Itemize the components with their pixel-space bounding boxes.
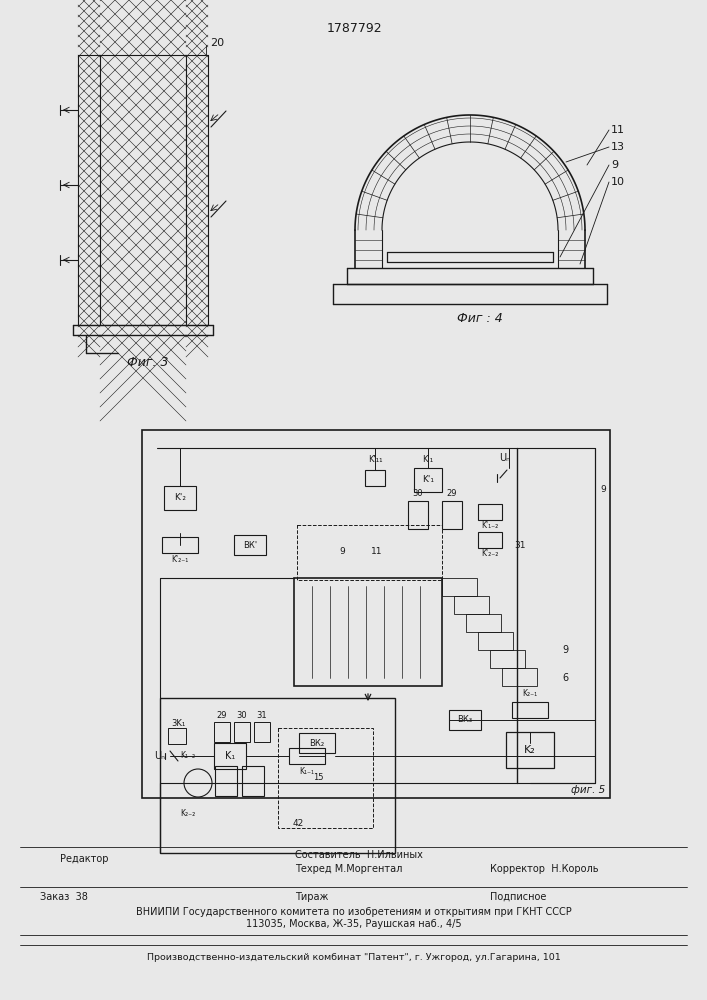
Text: ВК': ВК'	[243, 540, 257, 550]
Bar	[254, 722, 270, 742]
Text: ВК₃: ВК₃	[457, 716, 472, 724]
Text: 3K₁: 3K₁	[171, 718, 185, 728]
Text: 9: 9	[611, 160, 618, 170]
Text: Подписное: Подписное	[490, 892, 547, 902]
Text: K₂: K₂	[524, 745, 536, 755]
Bar	[164, 486, 196, 510]
Bar	[414, 468, 442, 492]
Bar	[168, 728, 186, 744]
Bar	[408, 501, 428, 529]
Text: K'₁₁: K'₁₁	[368, 456, 382, 464]
Bar	[365, 470, 385, 486]
Text: K'₁: K'₁	[422, 476, 434, 485]
Text: K₁₋₂: K₁₋₂	[180, 752, 196, 760]
Text: K'₂: K'₂	[174, 493, 186, 502]
Bar	[299, 733, 335, 753]
Text: 9: 9	[600, 486, 606, 494]
Text: 6: 6	[562, 673, 568, 683]
Text: 11: 11	[611, 125, 625, 135]
Bar	[454, 596, 489, 614]
Bar	[214, 722, 230, 742]
Text: фиг. 5: фиг. 5	[571, 785, 605, 795]
Text: K'₁: K'₁	[423, 456, 433, 464]
Bar	[449, 710, 481, 730]
Text: K₁₋₁: K₁₋₁	[300, 766, 315, 776]
Bar	[294, 578, 442, 686]
Text: Uₙ: Uₙ	[154, 751, 165, 761]
Bar	[506, 732, 554, 768]
Bar	[490, 650, 525, 668]
Text: K'₂₋₂: K'₂₋₂	[481, 550, 498, 558]
Bar	[234, 722, 250, 742]
Bar	[478, 532, 502, 548]
Bar	[234, 535, 266, 555]
Bar	[478, 632, 513, 650]
Text: Производственно-издательский комбинат "Патент", г. Ужгород, ул.Гагарина, 101: Производственно-издательский комбинат "П…	[147, 954, 561, 962]
Bar	[512, 702, 548, 718]
Bar	[466, 614, 501, 632]
Text: K₂₋₁: K₂₋₁	[522, 690, 537, 698]
Bar	[160, 698, 395, 853]
Bar	[215, 766, 237, 796]
Bar	[289, 748, 325, 764]
Text: 29: 29	[447, 488, 457, 497]
Text: ВНИИПИ Государственного комитета по изобретениям и открытиям при ГКНТ СССР: ВНИИПИ Государственного комитета по изоб…	[136, 907, 572, 917]
Text: 9: 9	[339, 548, 345, 556]
Text: 29: 29	[217, 712, 227, 720]
Text: 20: 20	[210, 38, 224, 48]
Text: 31: 31	[257, 712, 267, 720]
Bar	[142, 430, 610, 798]
Text: 1787792: 1787792	[326, 21, 382, 34]
Bar	[478, 504, 502, 520]
Text: 42: 42	[293, 818, 303, 828]
Bar	[242, 766, 264, 796]
Bar	[214, 743, 246, 769]
Bar	[278, 728, 373, 828]
Bar	[442, 578, 477, 596]
Text: 9: 9	[562, 645, 568, 655]
Text: 30: 30	[413, 488, 423, 497]
Text: ВК₂: ВК₂	[310, 738, 325, 748]
Text: Тираж: Тираж	[295, 892, 328, 902]
Bar	[162, 537, 198, 553]
Bar	[442, 501, 462, 529]
Text: 15: 15	[312, 774, 323, 782]
Bar	[297, 525, 442, 580]
Text: Фиг. 3: Фиг. 3	[127, 357, 169, 369]
Text: K₁: K₁	[225, 751, 235, 761]
Text: 10: 10	[611, 177, 625, 187]
Text: 11: 11	[371, 548, 382, 556]
Text: Составитель  Н.Ильиных: Составитель Н.Ильиных	[295, 850, 423, 860]
Text: 31: 31	[514, 540, 526, 550]
Text: Фиг : 4: Фиг : 4	[457, 312, 503, 326]
Text: Заказ  38: Заказ 38	[40, 892, 88, 902]
Text: K'₁₋₂: K'₁₋₂	[481, 522, 498, 530]
Text: Техред М.Моргентал: Техред М.Моргентал	[295, 864, 402, 874]
Text: K₂₋₂: K₂₋₂	[180, 808, 196, 818]
Text: 30: 30	[237, 712, 247, 720]
Text: Uₙ: Uₙ	[500, 453, 510, 463]
Bar	[502, 668, 537, 686]
Text: 13: 13	[611, 142, 625, 152]
Text: Редактор: Редактор	[60, 854, 108, 864]
Text: Корректор  Н.Король: Корректор Н.Король	[490, 864, 599, 874]
Text: 113035, Москва, Ж-35, Раушская наб., 4/5: 113035, Москва, Ж-35, Раушская наб., 4/5	[246, 919, 462, 929]
Text: K'₂₋₁: K'₂₋₁	[171, 554, 189, 564]
